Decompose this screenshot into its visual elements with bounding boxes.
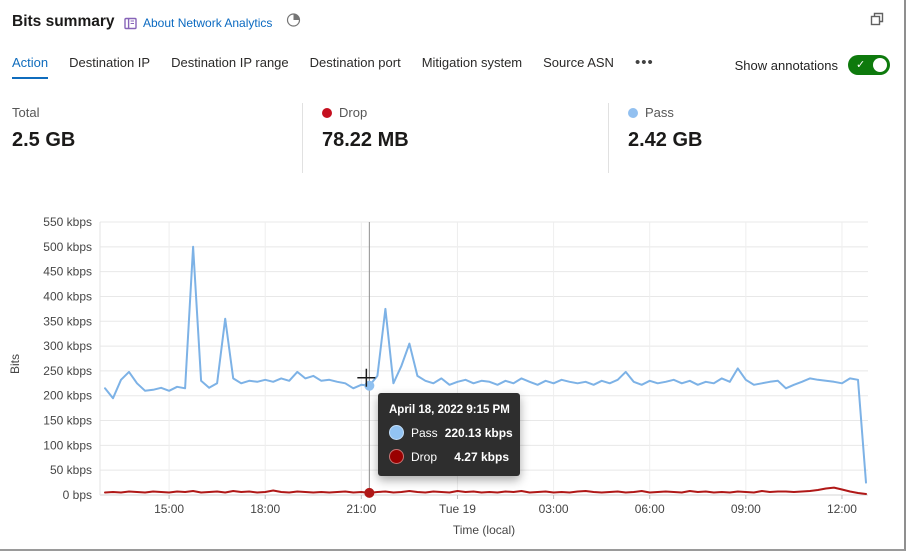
series-line-drop (104, 486, 867, 495)
y-tick-label: 400 kbps (43, 289, 92, 303)
stat-value-drop: 78.22 MB (322, 129, 409, 151)
y-tick-label: 500 kbps (43, 240, 92, 254)
y-tick-label: 100 kbps (43, 438, 92, 452)
y-tick-label: 250 kbps (43, 364, 92, 378)
tooltip-pass-value: 220.13 kbps (444, 425, 513, 440)
tab-destination-ip[interactable]: Destination IP (69, 55, 151, 70)
stat-label-pass: Pass (645, 105, 674, 120)
hover-dot-drop (364, 487, 375, 498)
tooltip-pass-label: Pass (411, 425, 438, 440)
tooltip-drop-value: 4.27 kbps (454, 449, 509, 464)
stat-label-drop: Drop (339, 105, 368, 120)
series-line-pass (104, 245, 867, 484)
divider (302, 103, 303, 173)
y-tick-label: 200 kbps (43, 389, 92, 403)
annotations-toggle[interactable]: ✓ (848, 55, 890, 75)
x-tick-label: 21:00 (346, 502, 376, 516)
pass-legend-dot (628, 107, 638, 118)
workbook-icon (124, 17, 137, 29)
tab-action[interactable]: Action (12, 55, 49, 79)
stat-value-pass: 2.42 GB (628, 129, 703, 151)
tooltip-row-drop: Drop 4.27 kbps (389, 449, 509, 464)
y-axis-title: Bits (8, 353, 22, 374)
stat-card-pass: Pass 2.42 GB (628, 105, 702, 152)
tab-destination-port[interactable]: Destination port (309, 55, 401, 70)
x-tick-label: 18:00 (250, 502, 280, 516)
divider (608, 103, 609, 173)
toggle-knob (873, 58, 887, 72)
about-link-label: About Network Analytics (143, 16, 273, 30)
chart-tooltip: April 18, 2022 9:15 PM Pass 220.13 kbps … (378, 393, 520, 476)
y-tick-label: 150 kbps (43, 414, 92, 428)
drop-swatch-icon (389, 449, 404, 464)
drop-legend-dot (322, 107, 332, 118)
tab-mitigation-system[interactable]: Mitigation system (421, 55, 523, 70)
show-annotations-control: Show annotations ✓ (735, 55, 890, 75)
y-tick-label: 50 kbps (50, 463, 92, 477)
y-tick-label: 550 kbps (43, 215, 92, 229)
page-title: Bits summary (12, 13, 115, 30)
x-tick-label: 15:00 (154, 502, 184, 516)
tooltip-timestamp: April 18, 2022 9:15 PM (389, 404, 510, 416)
x-tick-label: 03:00 (539, 502, 569, 516)
check-icon: ✓ (856, 59, 866, 71)
pie-chart-icon[interactable] (286, 12, 302, 28)
tooltip-row-pass: Pass 220.13 kbps (389, 425, 513, 440)
stat-card-drop: Drop 78.22 MB (322, 105, 409, 152)
y-tick-label: 300 kbps (43, 339, 92, 353)
x-tick-label: 09:00 (731, 502, 761, 516)
pivot-tabs: Action Destination IP Destination IP ran… (12, 55, 654, 79)
stat-card-total: Total 2.5 GB (12, 105, 75, 152)
pass-swatch-icon (389, 425, 404, 440)
more-tabs-button[interactable]: ••• (634, 54, 654, 71)
expand-window-icon[interactable] (869, 12, 886, 29)
tab-source-asn[interactable]: Source ASN (543, 55, 614, 70)
y-tick-label: 450 kbps (43, 265, 92, 279)
x-tick-label: 06:00 (635, 502, 665, 516)
about-network-analytics-link[interactable]: About Network Analytics (124, 16, 272, 30)
x-tick-label: Tue 19 (439, 502, 476, 516)
y-tick-label: 0 bps (63, 488, 92, 502)
x-tick-label: 12:00 (827, 502, 857, 516)
tooltip-drop-label: Drop (411, 449, 438, 464)
stat-value-total: 2.5 GB (12, 129, 76, 151)
x-axis-title: Time (local) (452, 523, 516, 537)
show-annotations-label: Show annotations (734, 57, 838, 73)
bits-time-series-chart[interactable]: 0 bps 50 kbps 100 kbps 150 kbps 200 kbps 250 … (0, 195, 906, 551)
tab-destination-ip-range[interactable]: Destination IP range (171, 55, 289, 70)
y-tick-label: 350 kbps (43, 314, 92, 328)
stat-label-total: Total (12, 105, 40, 120)
